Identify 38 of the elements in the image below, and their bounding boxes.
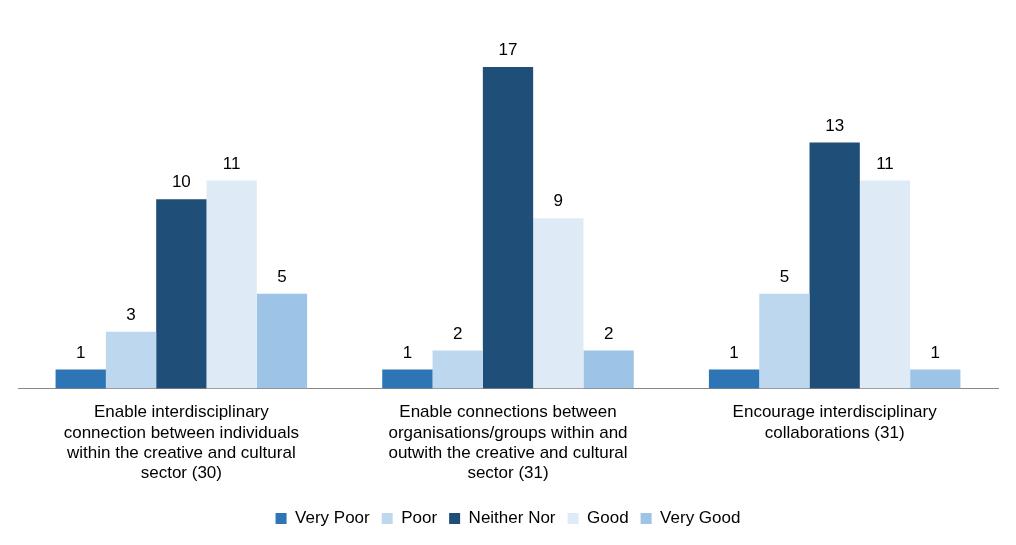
bar: [910, 369, 961, 389]
legend-label: Poor: [401, 508, 438, 528]
data-label: 10: [171, 172, 191, 192]
bar: [206, 180, 257, 389]
data-label: 11: [222, 153, 241, 173]
bar: [759, 293, 810, 389]
bar: [105, 331, 157, 389]
data-label: 1: [930, 342, 941, 362]
data-label: 3: [126, 304, 136, 324]
data-label: 1: [402, 342, 413, 362]
data-label: 5: [779, 267, 790, 287]
bar: [382, 369, 433, 389]
legend-label: Very Good: [660, 508, 741, 528]
legend-label: Neither Nor: [468, 508, 556, 528]
data-label: 11: [876, 153, 894, 173]
data-label: 5: [277, 267, 287, 287]
bar: [859, 180, 911, 389]
data-label: 2: [452, 323, 463, 343]
bar: [583, 350, 634, 389]
bar: [256, 293, 308, 389]
data-label: 9: [553, 191, 564, 211]
bar: [708, 369, 760, 389]
legend-label: Good: [587, 508, 629, 528]
data-label: 2: [603, 323, 614, 343]
bar: [432, 350, 483, 389]
bar: [482, 66, 534, 389]
data-label: 1: [729, 342, 739, 362]
x-tick-label: Enable interdisciplinary connection between individuals within the creative and cultural sector (30): [63, 402, 299, 483]
bar: [533, 218, 584, 389]
legend-label: Very Poor: [295, 508, 371, 528]
x-tick-label: Encourage interdisciplinary collaborations (31): [732, 402, 938, 442]
data-label: 1: [75, 342, 86, 362]
data-label: 17: [498, 40, 518, 60]
bar: [55, 369, 106, 389]
bar: [156, 199, 207, 389]
x-tick-label: Enable connections between organisations/groups within and outwith the creative and cultural sector (31): [388, 402, 628, 483]
bar: [809, 142, 860, 389]
data-label: 13: [825, 115, 845, 135]
